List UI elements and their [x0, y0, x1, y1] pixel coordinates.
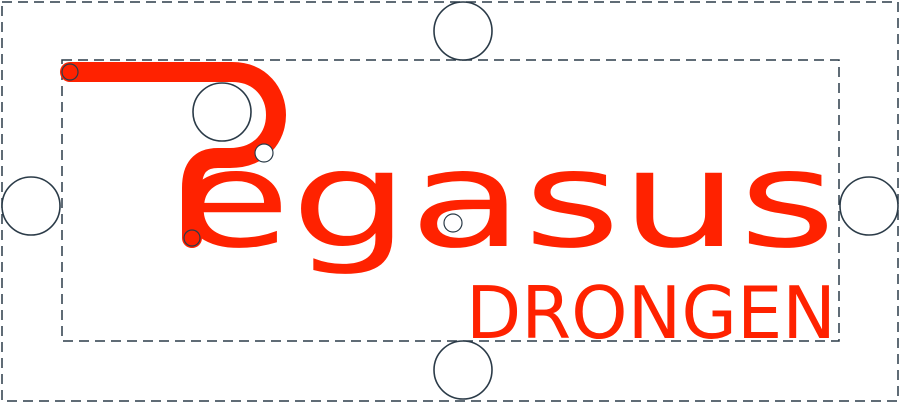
right-resize-handle[interactable] [839, 176, 899, 236]
curve-mid-handle[interactable] [254, 143, 274, 163]
bottom-resize-handle[interactable] [433, 340, 493, 400]
top-resize-handle[interactable] [433, 1, 493, 61]
left-resize-handle[interactable] [1, 176, 61, 236]
center-handle[interactable] [443, 213, 463, 233]
path-end-node[interactable] [183, 229, 201, 247]
logo-p-stroke [60, 62, 286, 248]
logo-subtitle: DRONGEN [466, 271, 836, 355]
curve-control-handle[interactable] [192, 82, 252, 142]
inner-guide-box [61, 59, 840, 342]
logo-wordmark: egasus [176, 122, 836, 278]
path-start-node[interactable] [61, 63, 79, 81]
